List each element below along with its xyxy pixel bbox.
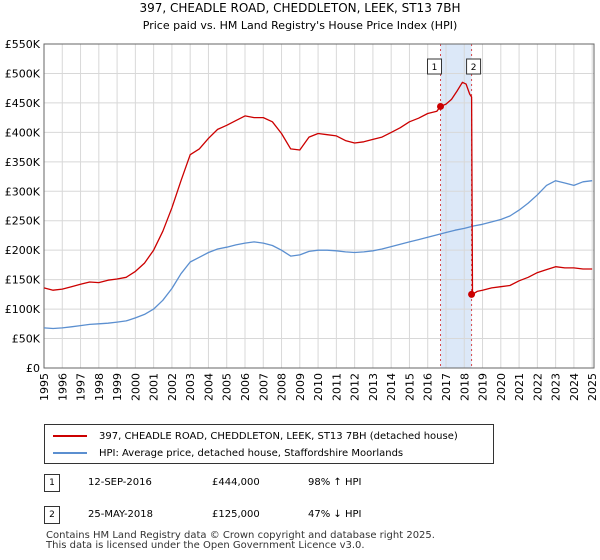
legend-swatch-hpi [53, 452, 87, 454]
transaction-hpi-change: 47% ↓ HPI [308, 509, 362, 520]
price-chart: 397, CHEADLE ROAD, CHEDDLETON, LEEK, ST1… [5, 1, 599, 401]
sale-point-2 [468, 290, 476, 298]
x-tick-label: 2005 [221, 373, 234, 401]
y-tick-label: £500K [5, 67, 41, 80]
plot-border [43, 43, 595, 369]
sale-label-box-1 [427, 58, 443, 75]
x-tick-label: 2013 [367, 373, 380, 401]
transaction-marker: 1 [44, 474, 60, 492]
transaction-marker: 2 [44, 506, 60, 524]
x-tick-label: 2009 [294, 373, 307, 401]
x-tick-label: 2023 [550, 373, 563, 401]
x-tick-label: 2021 [513, 373, 526, 401]
sale-label-1: 1 [432, 63, 438, 73]
y-tick-label: £300K [5, 185, 41, 198]
x-tick-label: 2011 [330, 373, 343, 401]
legend-swatch-property [53, 435, 87, 437]
transaction-date: 25-MAY-2018 [88, 509, 154, 520]
y-tick-label: £550K [5, 38, 41, 51]
chart-subtitle: Price paid vs. HM Land Registry's House … [143, 19, 458, 32]
series-line-hpi [43, 180, 593, 330]
chart-title: 397, CHEADLE ROAD, CHEDDLETON, LEEK, ST1… [139, 1, 460, 15]
x-tick-label: 2012 [349, 373, 362, 401]
transaction-price: £444,000 [212, 477, 260, 488]
y-tick-label: £400K [5, 126, 41, 139]
x-tick-label: 2024 [568, 373, 581, 401]
legend-label-property: 397, CHEADLE ROAD, CHEDDLETON, LEEK, ST1… [99, 430, 458, 442]
x-tick-label: 2010 [312, 373, 325, 401]
x-tick-label: 2014 [385, 373, 398, 401]
x-tick-label: 1996 [56, 373, 69, 401]
x-tick-label: 2004 [202, 373, 215, 401]
attribution-line-2: This data is licensed under the Open Gov… [46, 540, 365, 551]
x-tick-label: 2006 [239, 373, 252, 401]
x-tick-label: 2020 [495, 373, 508, 401]
x-tick-label: 2000 [129, 373, 142, 401]
x-tick-label: 2001 [148, 373, 161, 401]
y-tick-label: £150K [5, 274, 41, 287]
x-tick-label: 1997 [75, 373, 88, 401]
y-tick-label: £50K [12, 333, 41, 346]
y-tick-label: £250K [5, 215, 41, 228]
y-tick-label: £450K [5, 97, 41, 110]
x-tick-label: 2002 [166, 373, 179, 401]
series-line-property [43, 81, 593, 296]
chart-legend: 397, CHEADLE ROAD, CHEDDLETON, LEEK, ST1… [44, 424, 494, 464]
x-tick-label: 2015 [403, 373, 416, 401]
x-tick-label: 2016 [422, 373, 435, 401]
y-tick-label: £200K [5, 244, 41, 257]
x-tick-label: 2003 [184, 373, 197, 401]
transaction-date: 12-SEP-2016 [88, 477, 152, 488]
y-tick-label: £100K [5, 303, 41, 316]
sale-label-2: 2 [471, 63, 477, 73]
x-tick-label: 2019 [477, 373, 490, 401]
legend-label-hpi: HPI: Average price, detached house, Staf… [99, 447, 404, 459]
x-tick-label: 2017 [440, 373, 453, 401]
x-tick-label: 1995 [38, 373, 51, 401]
transaction-row: 1 12-SEP-2016 £444,000 98% ↑ HPI [40, 474, 560, 492]
x-tick-label: 2008 [276, 373, 289, 401]
x-tick-label: 2007 [257, 373, 270, 401]
transaction-row: 2 25-MAY-2018 £125,000 47% ↓ HPI [40, 506, 560, 524]
plot-area [44, 44, 594, 368]
y-tick-label: £0 [26, 362, 40, 375]
x-tick-label: 1998 [93, 373, 106, 401]
attribution-line-1: Contains HM Land Registry data © Crown c… [46, 530, 435, 541]
attribution-footer: Contains HM Land Registry data © Crown c… [46, 531, 435, 551]
y-tick-label: £350K [5, 156, 41, 169]
legend-item-hpi: HPI: Average price, detached house, Staf… [53, 445, 403, 461]
transaction-hpi-change: 98% ↑ HPI [308, 477, 362, 488]
x-tick-label: 1999 [111, 373, 124, 401]
transaction-price: £125,000 [212, 509, 260, 520]
legend-item-property: 397, CHEADLE ROAD, CHEDDLETON, LEEK, ST1… [53, 428, 458, 444]
x-tick-label: 2022 [531, 373, 544, 401]
x-tick-label: 2018 [458, 373, 471, 401]
x-tick-label: 2025 [586, 373, 599, 401]
sale-label-box-2 [466, 58, 482, 75]
sale-point-1 [437, 102, 445, 110]
